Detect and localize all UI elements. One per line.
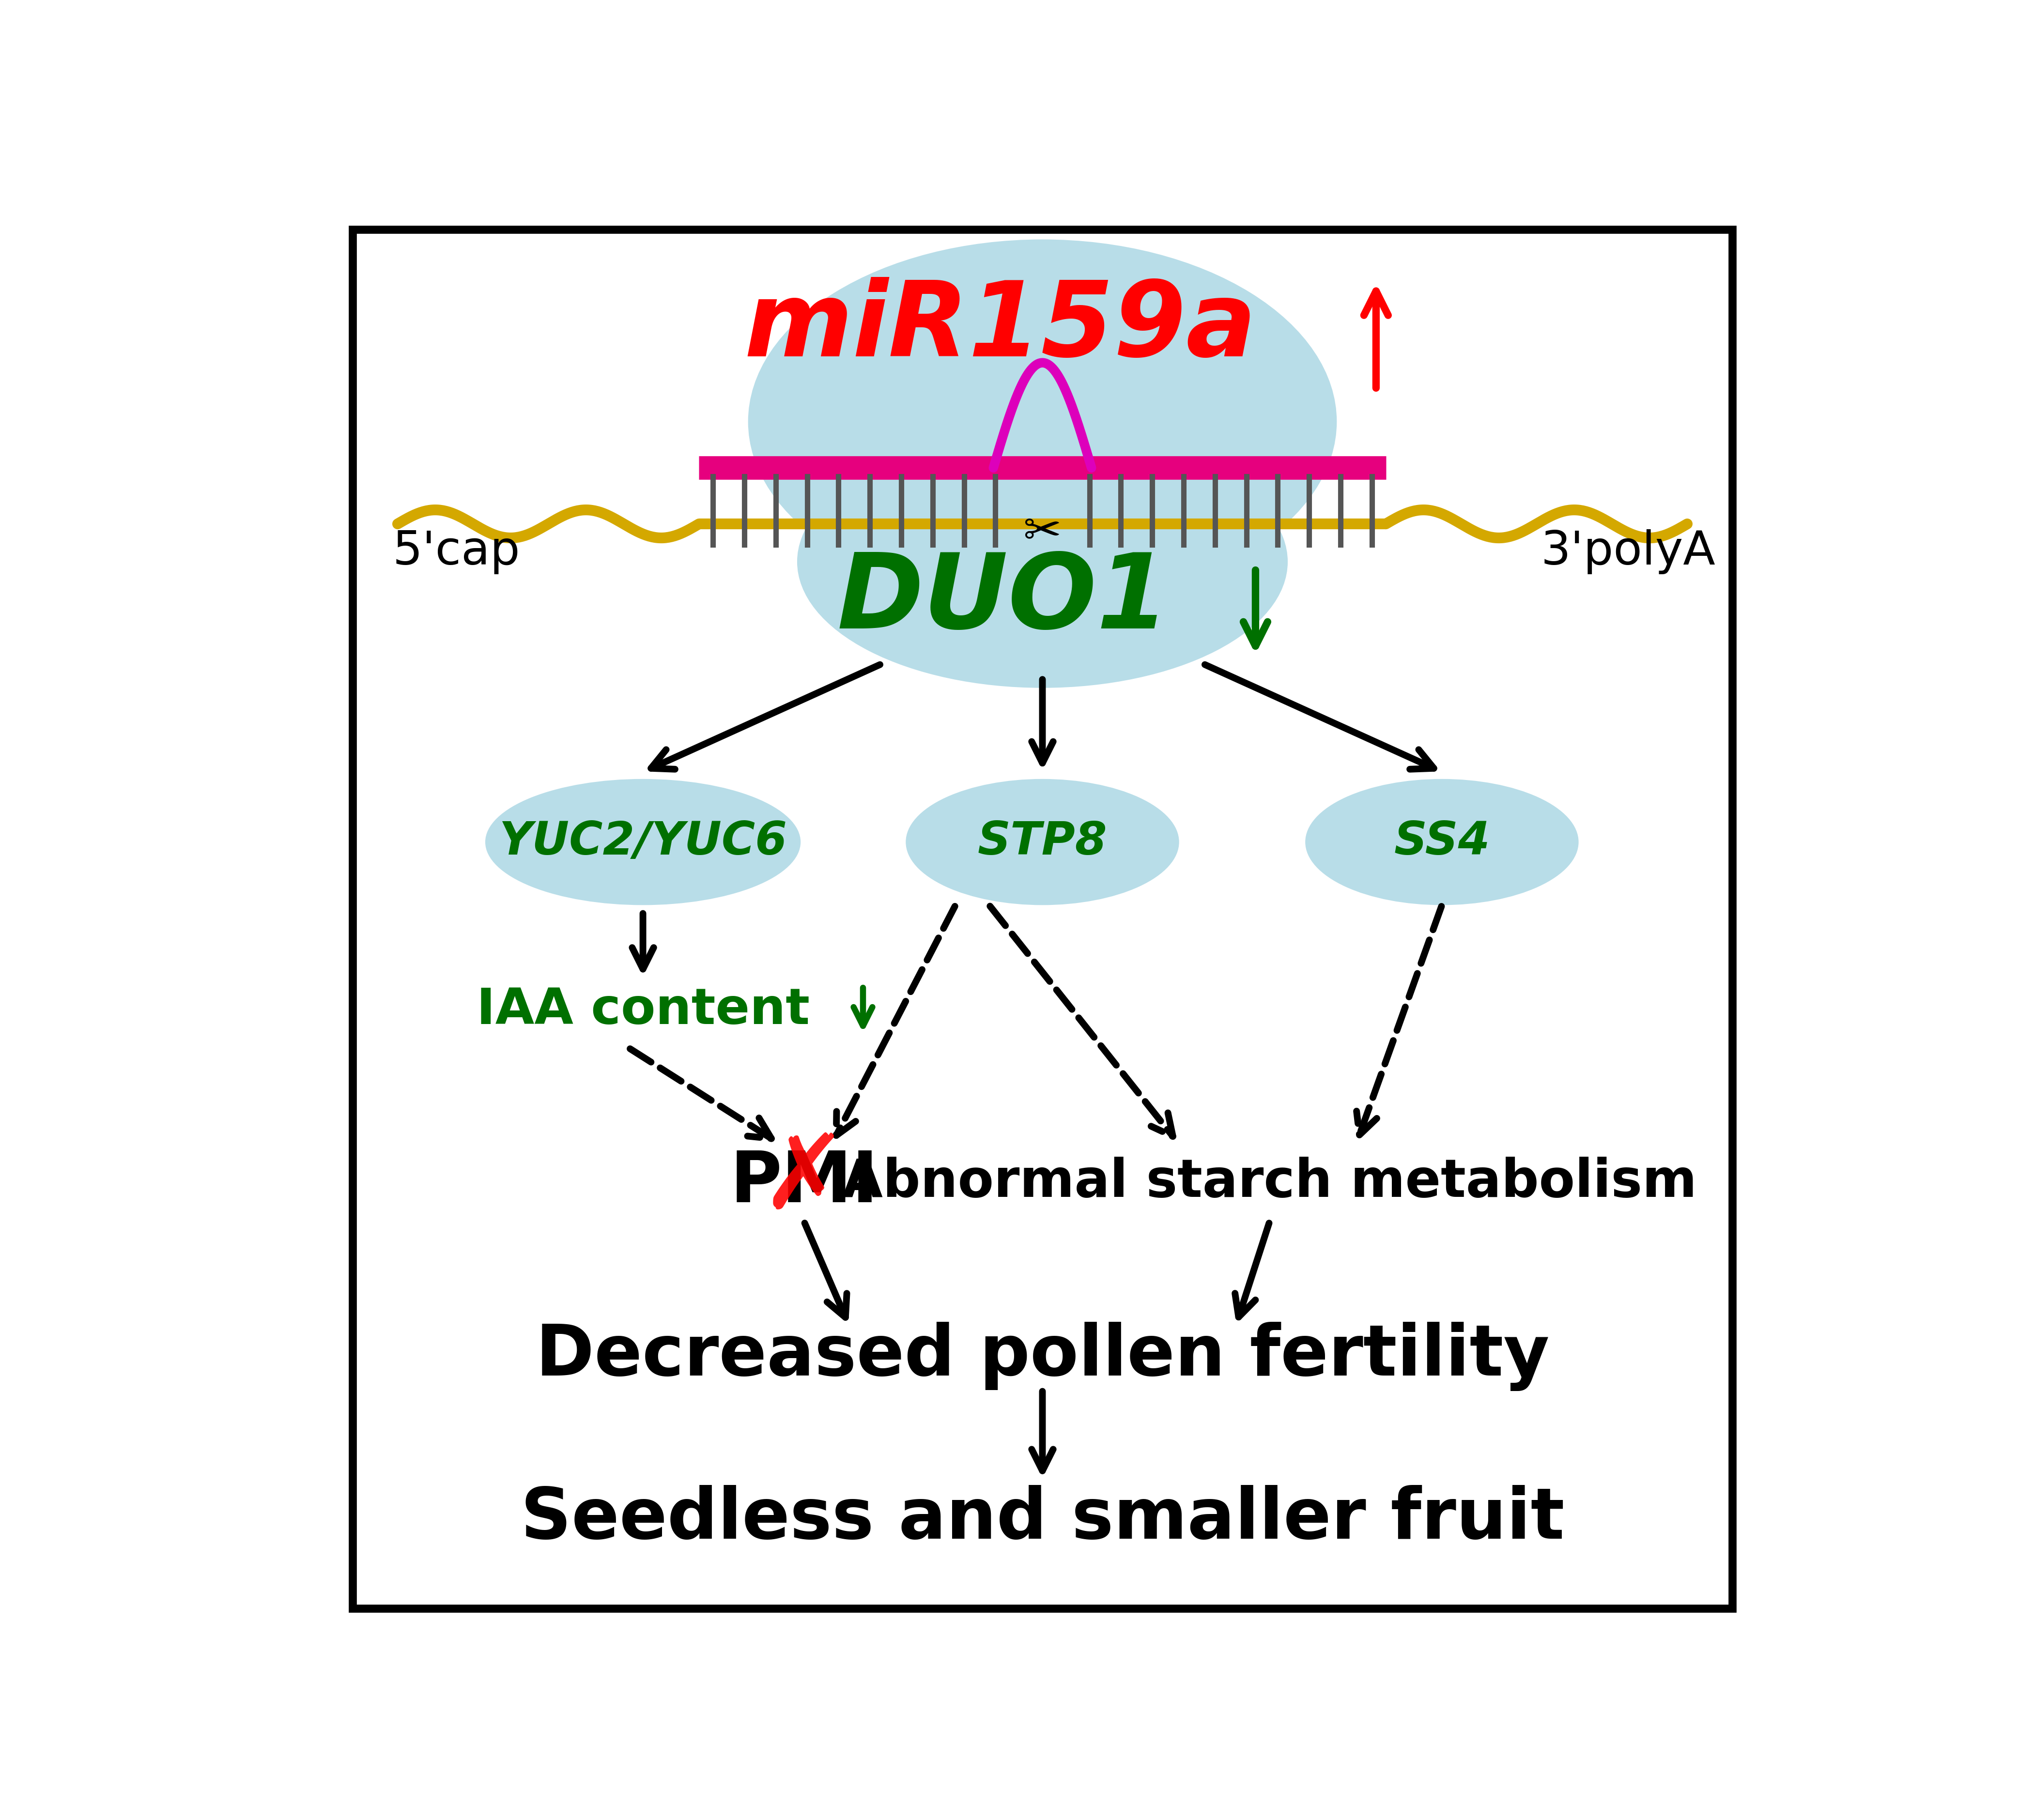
Ellipse shape (905, 779, 1180, 905)
Text: Seedless and smaller fruit: Seedless and smaller fruit (521, 1485, 1564, 1552)
Text: YUC2/YUC6: YUC2/YUC6 (498, 819, 787, 864)
Ellipse shape (749, 240, 1336, 604)
Ellipse shape (1306, 779, 1578, 905)
Text: SS4: SS4 (1393, 819, 1491, 864)
Text: ✂: ✂ (1023, 510, 1062, 555)
Text: 5'cap: 5'cap (393, 530, 521, 575)
Text: PMI: PMI (730, 1148, 879, 1218)
Text: IAA content: IAA content (476, 986, 810, 1034)
Text: 3'polyA: 3'polyA (1542, 530, 1717, 575)
Text: DUO1: DUO1 (838, 550, 1170, 650)
FancyBboxPatch shape (352, 229, 1733, 1609)
Text: miR159a: miR159a (744, 277, 1257, 379)
Text: Abnormal starch metabolism: Abnormal starch metabolism (842, 1158, 1696, 1208)
Text: Decreased pollen fertility: Decreased pollen fertility (535, 1321, 1550, 1390)
Text: STP8: STP8 (978, 819, 1106, 864)
Ellipse shape (486, 779, 801, 905)
Text: ✗: ✗ (761, 1128, 848, 1230)
Ellipse shape (797, 435, 1288, 688)
